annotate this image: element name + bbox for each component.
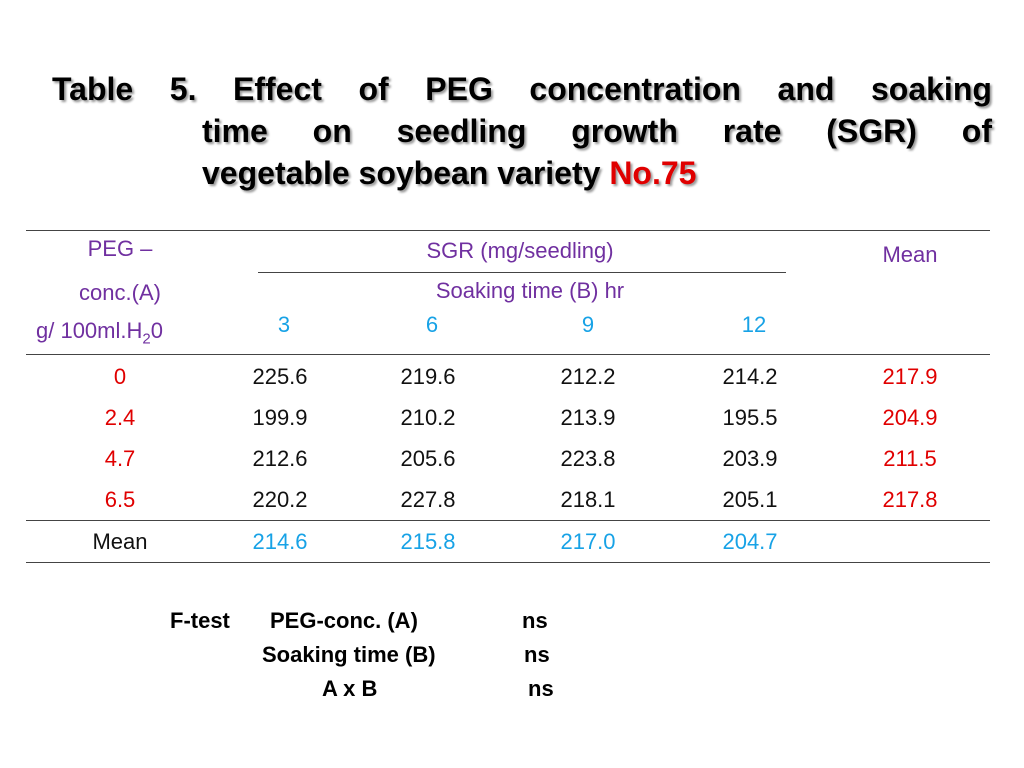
- table-cell: 205.6: [400, 446, 456, 471]
- title-word: seedling: [396, 113, 527, 149]
- header-time-9: 9: [581, 312, 595, 337]
- f-test-factor-a: PEG-conc. (A): [270, 608, 418, 633]
- f-test-result-ab: ns: [528, 676, 554, 701]
- table-cell: 220.2: [252, 487, 308, 512]
- mean-row-cell: 215.8: [400, 529, 456, 554]
- row-mean: 217.9: [882, 364, 938, 389]
- header-peg-line3: g/ 100ml.H20: [36, 318, 163, 352]
- title-variety-highlight: No.75: [609, 155, 697, 191]
- title-word: soaking: [870, 71, 992, 107]
- f-test-factor-b: Soaking time (B): [262, 642, 436, 667]
- title-word: rate: [722, 113, 782, 149]
- header-soaking-time: Soaking time (B) hr: [435, 278, 625, 303]
- title-line-3: vegetable soybean variety No.75: [202, 152, 992, 194]
- title-text: vegetable soybean variety: [202, 155, 610, 191]
- table-bottom-rule: [26, 562, 990, 563]
- header-peg-unit-end: 0: [150, 318, 163, 343]
- table-title: Table 5. Effect of PEG concentration and…: [52, 68, 992, 194]
- header-sgr: SGR (mg/seedling): [426, 238, 614, 263]
- header-peg-line2: conc.(A): [79, 280, 161, 305]
- table-cell: 210.2: [400, 405, 456, 430]
- mean-row-cell: 217.0: [560, 529, 616, 554]
- mean-row-cell: 204.7: [722, 529, 778, 554]
- table-cell: 223.8: [560, 446, 616, 471]
- title-word: concentration: [529, 71, 741, 107]
- row-conc: 6.5: [104, 487, 136, 512]
- mean-row-label: Mean: [92, 529, 148, 554]
- table-cell: 199.9: [252, 405, 308, 430]
- title-word: PEG: [425, 71, 493, 107]
- sgr-underline-rule: [258, 272, 786, 273]
- table-cell: 225.6: [252, 364, 308, 389]
- f-test-interaction: A x B: [322, 676, 378, 701]
- table-cell: 219.6: [400, 364, 456, 389]
- table-cell: 212.2: [560, 364, 616, 389]
- row-conc: 2.4: [104, 405, 136, 430]
- header-peg-line1: PEG –: [87, 236, 153, 261]
- table-cell: 212.6: [252, 446, 308, 471]
- title-word: and: [777, 71, 835, 107]
- row-conc: 0: [113, 364, 127, 389]
- row-conc: 4.7: [104, 446, 136, 471]
- table-cell: 214.2: [722, 364, 778, 389]
- title-word: on: [312, 113, 352, 149]
- header-time-12: 12: [741, 312, 767, 337]
- f-test-result-b: ns: [524, 642, 550, 667]
- title-word: time: [202, 113, 268, 149]
- title-word: Effect: [233, 71, 322, 107]
- table-cell: 227.8: [400, 487, 456, 512]
- title-word: of: [358, 71, 389, 107]
- f-test-result-a: ns: [522, 608, 548, 633]
- title-word: 5.: [169, 71, 197, 107]
- header-time-6: 6: [425, 312, 439, 337]
- header-mean: Mean: [882, 242, 938, 267]
- row-mean: 204.9: [882, 405, 938, 430]
- header-peg-unit: g/ 100ml.H: [36, 318, 143, 343]
- table-cell: 195.5: [722, 405, 778, 430]
- header-bottom-rule: [26, 354, 990, 355]
- mean-row-cell: 214.6: [252, 529, 308, 554]
- table-cell: 205.1: [722, 487, 778, 512]
- title-word: of: [961, 113, 992, 149]
- table-cell: 218.1: [560, 487, 616, 512]
- title-line-2: time on seedling growth rate (SGR) of: [202, 110, 992, 152]
- f-test-label: F-test: [170, 608, 230, 633]
- table-cell: 203.9: [722, 446, 778, 471]
- table-cell: 213.9: [560, 405, 616, 430]
- table-top-rule: [26, 230, 990, 231]
- title-line-1: Table 5. Effect of PEG concentration and…: [52, 68, 992, 110]
- header-peg-subscript: 2: [142, 330, 151, 348]
- row-mean: 211.5: [883, 446, 937, 471]
- title-word: growth: [571, 113, 678, 149]
- title-word: Table: [52, 71, 134, 107]
- body-bottom-rule: [26, 520, 990, 521]
- title-word: (SGR): [826, 113, 917, 149]
- f-test-box: F-test PEG-conc. (A) ns Soaking time (B)…: [146, 598, 578, 710]
- header-time-3: 3: [277, 312, 291, 337]
- row-mean: 217.8: [882, 487, 938, 512]
